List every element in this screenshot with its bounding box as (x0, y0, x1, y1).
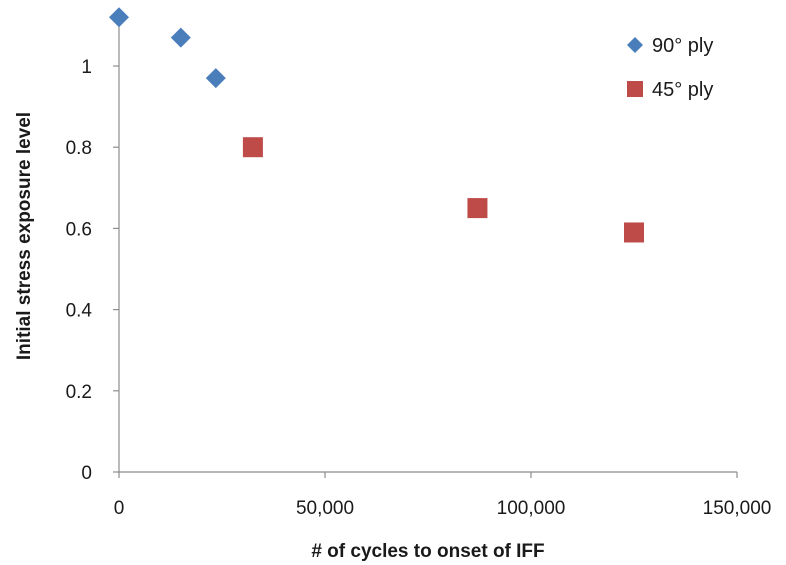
x-tick-label: 50,000 (296, 498, 354, 519)
x-tick-label: 150,000 (703, 498, 772, 519)
x-tick-label: 0 (114, 498, 125, 519)
y-tick-label: 1 (81, 57, 92, 78)
x-tick-label: 100,000 (497, 498, 566, 519)
square-point (467, 198, 488, 219)
diamond-point (170, 27, 191, 48)
legend-label: 90° ply (652, 35, 713, 57)
y-axis-title: Initial stress exposure level (14, 112, 35, 360)
y-tick-label: 0.4 (66, 301, 93, 322)
diamond-point (109, 7, 129, 28)
legend-marker (627, 81, 643, 97)
y-tick-label: 0.6 (66, 219, 92, 240)
y-ticks: 0 0.2 0.4 0.6 0.8 1 (66, 57, 119, 484)
legend: 90° ply 45° ply (627, 35, 713, 101)
legend-marker (627, 37, 643, 53)
legend-label: 45° ply (652, 79, 713, 101)
x-ticks: 0 50,000 100,000 150,000 (114, 472, 772, 519)
y-tick-label: 0 (81, 463, 92, 484)
x-axis-title: # of cycles to onset of IFF (311, 541, 544, 562)
y-tick-label: 0.8 (66, 138, 92, 159)
square-point (624, 222, 644, 243)
y-tick-label: 0.2 (66, 382, 92, 403)
data-points (109, 7, 644, 243)
square-point (242, 137, 263, 158)
diamond-point (205, 68, 226, 89)
